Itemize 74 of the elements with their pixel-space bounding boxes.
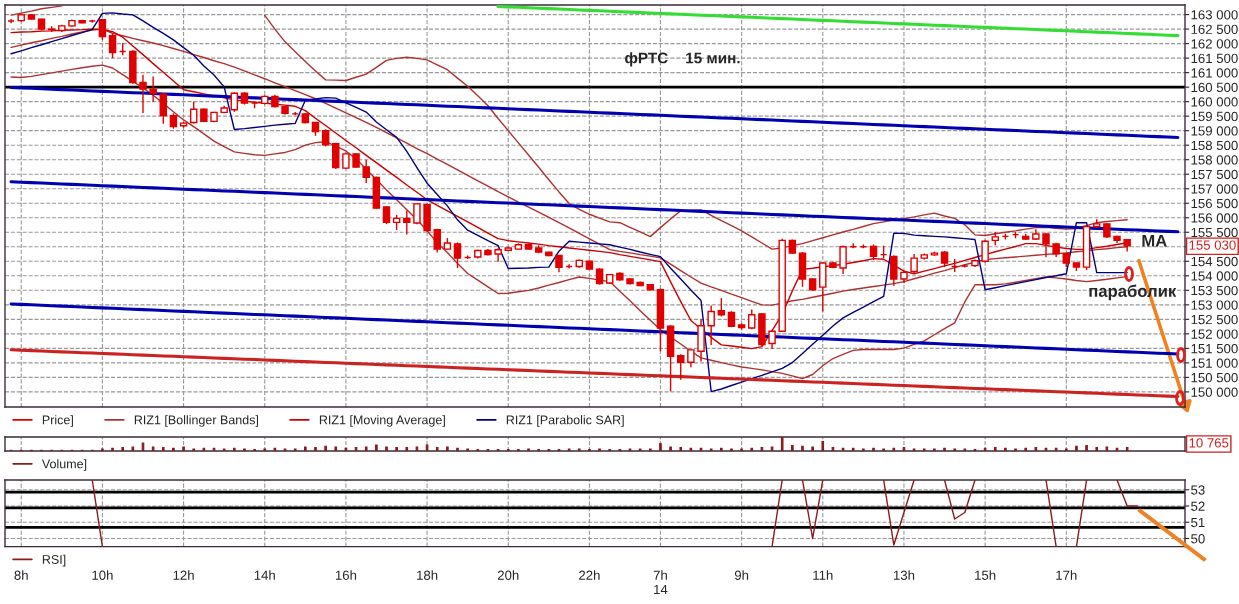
y-tick-label: 50 [1191,534,1205,544]
y-tick-label: 152 500 [1191,314,1238,325]
candlestick [403,209,411,236]
y-tick-label: 53 [1191,485,1205,495]
y-tick-label: 162 500 [1191,24,1238,34]
x-tick-label: 20h [497,570,519,580]
x-tick-label: 17h [1056,570,1077,580]
text: 155 030 [1189,240,1236,250]
y-tick-label: 153 500 [1191,285,1238,296]
candlestick [453,241,462,269]
y-tick-label: 156 500 [1191,198,1238,209]
candlestick [149,75,157,103]
candlestick [1042,232,1050,258]
candlestick [839,244,847,275]
y-tick-label: 150 500 [1191,372,1238,383]
candlestick [159,92,168,125]
candlestick [768,329,776,350]
y-tick-label: 52 [1191,501,1205,511]
x-tick-label: 7h 14 [653,570,668,594]
candlestick [332,142,340,170]
x-tick-label: 10h [92,570,113,580]
x-tick-label: 18h [417,570,438,580]
y-tick-label: 158 000 [1191,155,1238,165]
x-tick-label: 12h [173,570,194,580]
y-tick-label: 154 000 [1191,271,1238,281]
y-tick-label: 160 000 [1191,97,1238,107]
candlestick [139,74,147,114]
candlestick [676,353,685,381]
line-series [9,85,1180,140]
y-tick-label: 151 000 [1191,358,1238,368]
legend-label: Volume] [41,459,87,471]
candlestick [910,253,918,274]
x-tick-label: 13h [893,570,915,580]
x-tick-label: 8h [14,570,28,580]
candlestick [108,32,117,59]
y-tick-label: 160 500 [1191,82,1238,93]
y-tick-label: 153 000 [1191,300,1238,310]
candlestick [707,304,715,346]
legend-label: RIZ1 [Moving Average] [319,415,445,427]
y-tick-label: 157 500 [1191,169,1238,180]
annotation: МА [1142,235,1167,247]
y-tick-label: 156 000 [1191,213,1238,223]
y-tick-label: 51 [1191,517,1205,528]
x-tick-label: 14h [254,570,275,580]
text: 10 765 [1189,438,1229,448]
x-tick-label: 15h [975,570,996,580]
text: фРТС 15 мин. [625,52,740,67]
candlestick [362,159,370,184]
y-tick-label: 163 000 [1191,10,1238,20]
x-tick-label: 22h [579,570,600,580]
y-tick-label: 159 000 [1191,126,1238,136]
y-tick-label: 154 500 [1191,256,1238,267]
y-tick-label: 152 000 [1191,329,1238,339]
y-tick-label: 150 000 [1191,387,1238,397]
candlestick [890,254,898,287]
y-tick-label: 162 000 [1191,39,1238,49]
y-tick-label: 159 500 [1191,111,1238,122]
line-series [9,180,1180,234]
y-tick-label: 155 500 [1191,227,1238,238]
x-tick-label: 16h [335,570,357,580]
candlestick [717,297,726,318]
y-tick-label: 161 000 [1191,68,1238,78]
candlestick [230,91,239,113]
legend-label: Price] [42,415,73,427]
x-tick-label: 11h [813,570,833,580]
y-tick-label: 161 500 [1191,53,1238,64]
x-tick-label: 9h [734,570,749,580]
y-tick-label: 158 500 [1191,140,1238,151]
legend-label: RIZ1 [Bollinger Bands] [134,415,258,427]
legend-label: RIZ1 [Parabolic SAR] [506,415,624,427]
y-tick-label: 151 500 [1191,343,1238,354]
y-tick-label: 157 000 [1191,184,1238,194]
line-series [496,5,1180,38]
text: RSI] [42,554,66,567]
